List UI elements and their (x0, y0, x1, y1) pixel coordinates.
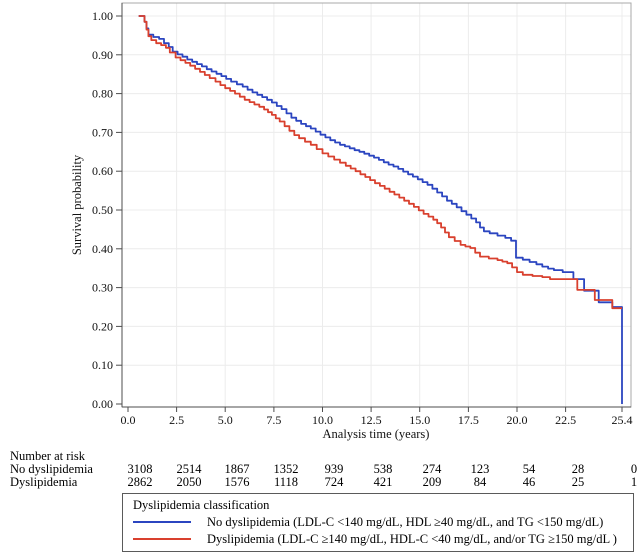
y-axis-title: Survival probability (70, 154, 84, 256)
red-line-swatch (133, 538, 191, 540)
risk-count: 724 (324, 475, 344, 489)
x-axis-title: Analysis time (years) (322, 427, 430, 441)
risk-count: 28 (571, 462, 585, 476)
risk-row-dyslipidemia: Dyslipidemia 2862 2050 1576 1118 724 421 209 84… (0, 475, 640, 489)
y-tick-label: 0.10 (92, 358, 113, 372)
x-tick-label: 22.5 (555, 413, 576, 427)
risk-count: 939 (324, 462, 344, 476)
x-tick-label: 12.5 (361, 413, 382, 427)
legend-entry-no-dyslipidemia: No dyslipidemia (LDL-C <140 mg/dL, HDL ≥… (123, 515, 633, 529)
risk-count: 54 (522, 462, 536, 476)
survival-plot-area: 0.00 0.10 0.20 0.30 0.40 0.50 0.60 0.70 0.80 0.90… (92, 2, 633, 427)
y-tick-label: 1.00 (92, 9, 113, 23)
legend-entry-label: No dyslipidemia (LDL-C <140 mg/dL, HDL ≥… (207, 515, 604, 529)
risk-count: 84 (473, 475, 487, 489)
y-tick-label: 0.70 (92, 125, 113, 139)
x-tick-label: 17.5 (458, 413, 479, 427)
y-tick-label: 0.30 (92, 281, 113, 295)
risk-row-no-dyslipidemia: No dyslipidemia 3108 2514 1867 1352 939 538 27… (0, 462, 640, 476)
x-tick-label: 25.4 (612, 413, 633, 427)
survival-curve-no-dyslipidemia (138, 15, 623, 404)
legend-entry-label: Dyslipidemia (LDL-C ≥140 mg/dL, HDL-C <4… (207, 532, 617, 546)
risk-count: 421 (373, 475, 393, 489)
risk-count: 1867 (224, 462, 250, 476)
survival-curve-dyslipidemia (138, 15, 622, 310)
risk-count: 2514 (176, 462, 202, 476)
legend-box: Dyslipidemia classification No dyslipide… (122, 493, 634, 552)
x-tick-label: 20.0 (507, 413, 528, 427)
x-tick-label: 15.0 (409, 413, 430, 427)
blue-line-swatch (133, 521, 191, 523)
risk-count: 46 (522, 475, 536, 489)
risk-count: 209 (422, 475, 442, 489)
risk-count: 1576 (224, 475, 250, 489)
risk-count: 538 (373, 462, 393, 476)
risk-count: 0 (630, 462, 638, 476)
legend-title: Dyslipidemia classification (133, 498, 270, 512)
y-tick-label: 0.00 (92, 397, 113, 411)
y-tick-label: 0.50 (92, 203, 113, 217)
risk-table-title: Number at risk (10, 449, 85, 463)
risk-count: 1118 (273, 475, 299, 489)
risk-count: 1 (630, 475, 638, 489)
y-tick-label: 0.20 (92, 319, 113, 333)
x-tick-label: 2.5 (169, 413, 184, 427)
risk-count: 1352 (273, 462, 299, 476)
legend-entry-dyslipidemia: Dyslipidemia (LDL-C ≥140 mg/dL, HDL-C <4… (123, 532, 633, 546)
x-tick-label: 7.5 (266, 413, 281, 427)
y-tick-label: 0.40 (92, 242, 113, 256)
x-tick-label: 10.0 (312, 413, 333, 427)
risk-row-label: No dyslipidemia (10, 462, 93, 476)
risk-count: 2050 (176, 475, 202, 489)
y-tick-label: 0.90 (92, 48, 113, 62)
risk-count: 274 (422, 462, 442, 476)
risk-count: 25 (571, 475, 585, 489)
x-tick-label: 5.0 (218, 413, 233, 427)
y-tick-label: 0.80 (92, 87, 113, 101)
risk-count: 123 (470, 462, 490, 476)
risk-row-label: Dyslipidemia (10, 475, 78, 489)
x-tick-label: 0.0 (121, 413, 136, 427)
y-tick-label: 0.60 (92, 164, 113, 178)
risk-count: 2862 (127, 475, 153, 489)
risk-count: 3108 (127, 462, 153, 476)
